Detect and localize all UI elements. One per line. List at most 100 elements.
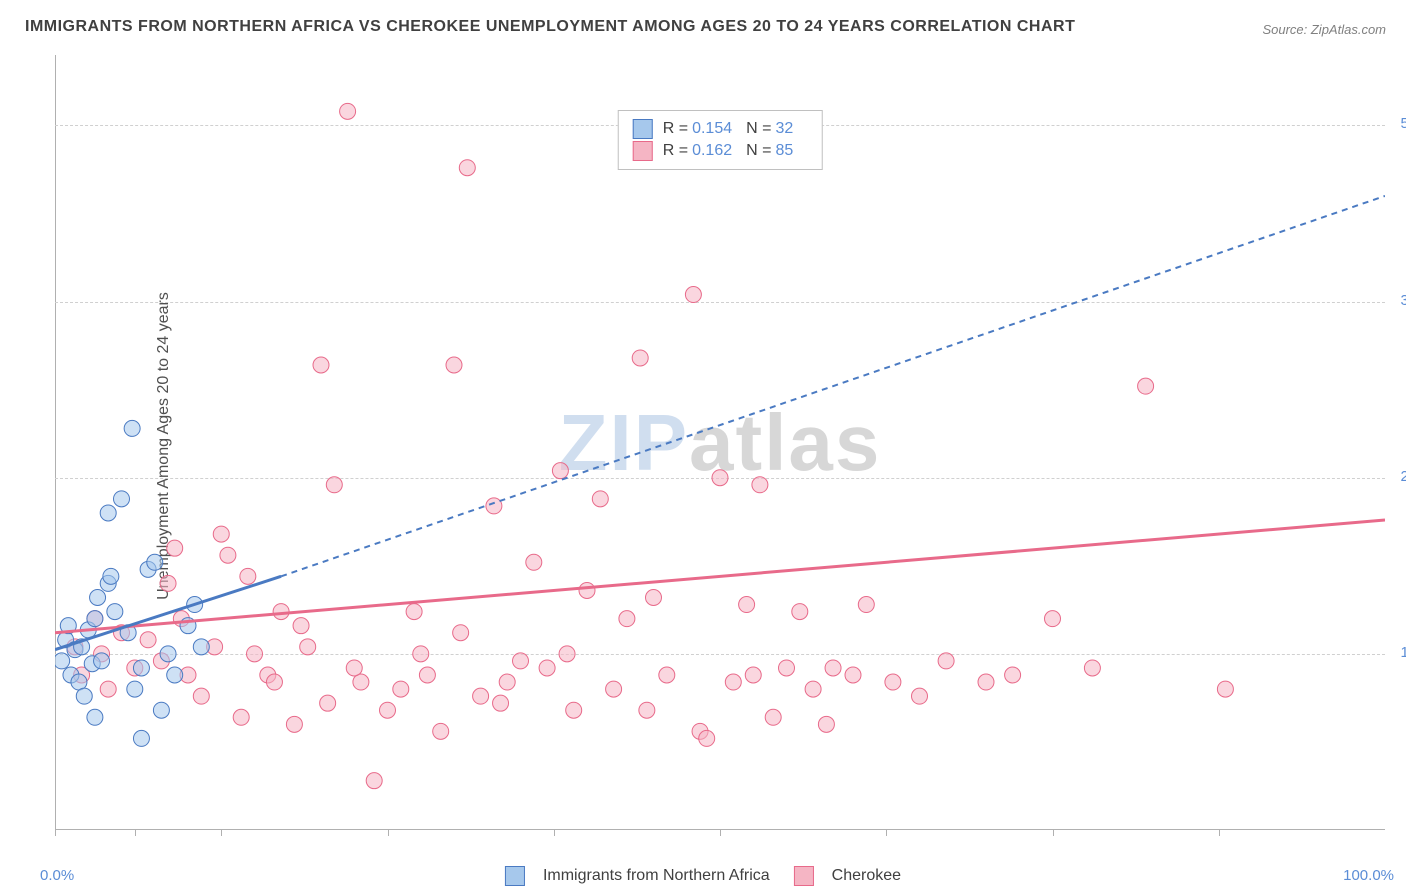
source-attribution: Source: ZipAtlas.com — [1262, 22, 1386, 37]
scatter-point — [133, 730, 149, 746]
scatter-point — [366, 773, 382, 789]
scatter-point — [213, 526, 229, 542]
scatter-point — [153, 702, 169, 718]
scatter-point — [76, 688, 92, 704]
scatter-point — [433, 723, 449, 739]
scatter-point — [845, 667, 861, 683]
scatter-point — [792, 604, 808, 620]
scatter-point — [94, 653, 110, 669]
scatter-point — [499, 674, 515, 690]
legend-bottom-series2: Cherokee — [794, 866, 901, 886]
legend-top: R = 0.154 N = 32 R = 0.162 N = 85 — [618, 110, 823, 170]
scatter-point — [513, 653, 529, 669]
scatter-point — [193, 688, 209, 704]
legend-n-value-1: 32 — [775, 120, 793, 138]
legend-bottom: Immigrants from Northern Africa Cherokee — [505, 866, 901, 886]
y-tick-label: 12.5% — [1393, 644, 1406, 661]
scatter-point — [606, 681, 622, 697]
scatter-point — [100, 505, 116, 521]
legend-r-label-2: R = — [663, 142, 688, 160]
scatter-point — [559, 646, 575, 662]
legend-n-value-2: 85 — [775, 142, 793, 160]
scatter-point — [413, 646, 429, 662]
scatter-point — [453, 625, 469, 641]
scatter-point — [240, 568, 256, 584]
scatter-point — [818, 716, 834, 732]
scatter-point — [1217, 681, 1233, 697]
scatter-point — [685, 287, 701, 303]
legend-bottom-series1: Immigrants from Northern Africa — [505, 866, 770, 886]
legend-n-label-2: N = — [746, 142, 771, 160]
scatter-point — [752, 477, 768, 493]
scatter-point — [87, 709, 103, 725]
scatter-point — [167, 667, 183, 683]
scatter-point — [552, 463, 568, 479]
scatter-point — [459, 160, 475, 176]
scatter-point — [1045, 611, 1061, 627]
scatter-point — [55, 653, 70, 669]
scatter-point — [300, 639, 316, 655]
legend-r-value-2: 0.162 — [692, 142, 732, 160]
scatter-point — [340, 103, 356, 119]
scatter-point — [124, 420, 140, 436]
trend-line — [281, 196, 1385, 576]
scatter-point — [293, 618, 309, 634]
legend-bottom-label-2: Cherokee — [832, 867, 901, 885]
scatter-point — [539, 660, 555, 676]
scatter-point — [87, 611, 103, 627]
scatter-point — [1084, 660, 1100, 676]
scatter-point — [805, 681, 821, 697]
scatter-point — [247, 646, 263, 662]
scatter-point — [100, 681, 116, 697]
scatter-point — [579, 582, 595, 598]
scatter-point — [712, 470, 728, 486]
scatter-point — [220, 547, 236, 563]
legend-row-series1: R = 0.154 N = 32 — [633, 119, 808, 139]
scatter-point — [114, 491, 130, 507]
scatter-point — [526, 554, 542, 570]
scatter-point — [619, 611, 635, 627]
scatter-point — [90, 590, 106, 606]
scatter-point — [133, 660, 149, 676]
scatter-point — [978, 674, 994, 690]
x-axis-min-label: 0.0% — [40, 867, 74, 884]
scatter-point — [393, 681, 409, 697]
scatter-point — [725, 674, 741, 690]
plot-area: 12.5%25.0%37.5%50.0% R = 0.154 N = 32 R … — [55, 55, 1385, 830]
legend-bottom-swatch-1 — [505, 866, 525, 886]
scatter-point — [473, 688, 489, 704]
y-tick-label: 25.0% — [1393, 468, 1406, 485]
scatter-point — [140, 632, 156, 648]
scatter-point — [147, 554, 163, 570]
scatter-point — [659, 667, 675, 683]
legend-bottom-swatch-2 — [794, 866, 814, 886]
scatter-point — [639, 702, 655, 718]
scatter-point — [406, 604, 422, 620]
scatter-point — [380, 702, 396, 718]
legend-r-value-1: 0.154 — [692, 120, 732, 138]
chart-title: IMMIGRANTS FROM NORTHERN AFRICA VS CHERO… — [25, 18, 1075, 36]
scatter-point — [127, 681, 143, 697]
scatter-point — [646, 590, 662, 606]
scatter-point — [739, 597, 755, 613]
scatter-point — [632, 350, 648, 366]
scatter-point — [346, 660, 362, 676]
scatter-point — [160, 646, 176, 662]
legend-row-series2: R = 0.162 N = 85 — [633, 141, 808, 161]
scatter-point — [765, 709, 781, 725]
x-axis-max-label: 100.0% — [1343, 867, 1394, 884]
plot-svg — [55, 55, 1385, 830]
scatter-point — [160, 575, 176, 591]
scatter-point — [320, 695, 336, 711]
scatter-point — [167, 540, 183, 556]
scatter-point — [266, 674, 282, 690]
chart-container: IMMIGRANTS FROM NORTHERN AFRICA VS CHERO… — [0, 0, 1406, 892]
scatter-point — [885, 674, 901, 690]
scatter-point — [779, 660, 795, 676]
scatter-point — [193, 639, 209, 655]
y-tick-label: 37.5% — [1393, 292, 1406, 309]
scatter-point — [825, 660, 841, 676]
scatter-point — [1005, 667, 1021, 683]
scatter-point — [107, 604, 123, 620]
scatter-point — [353, 674, 369, 690]
